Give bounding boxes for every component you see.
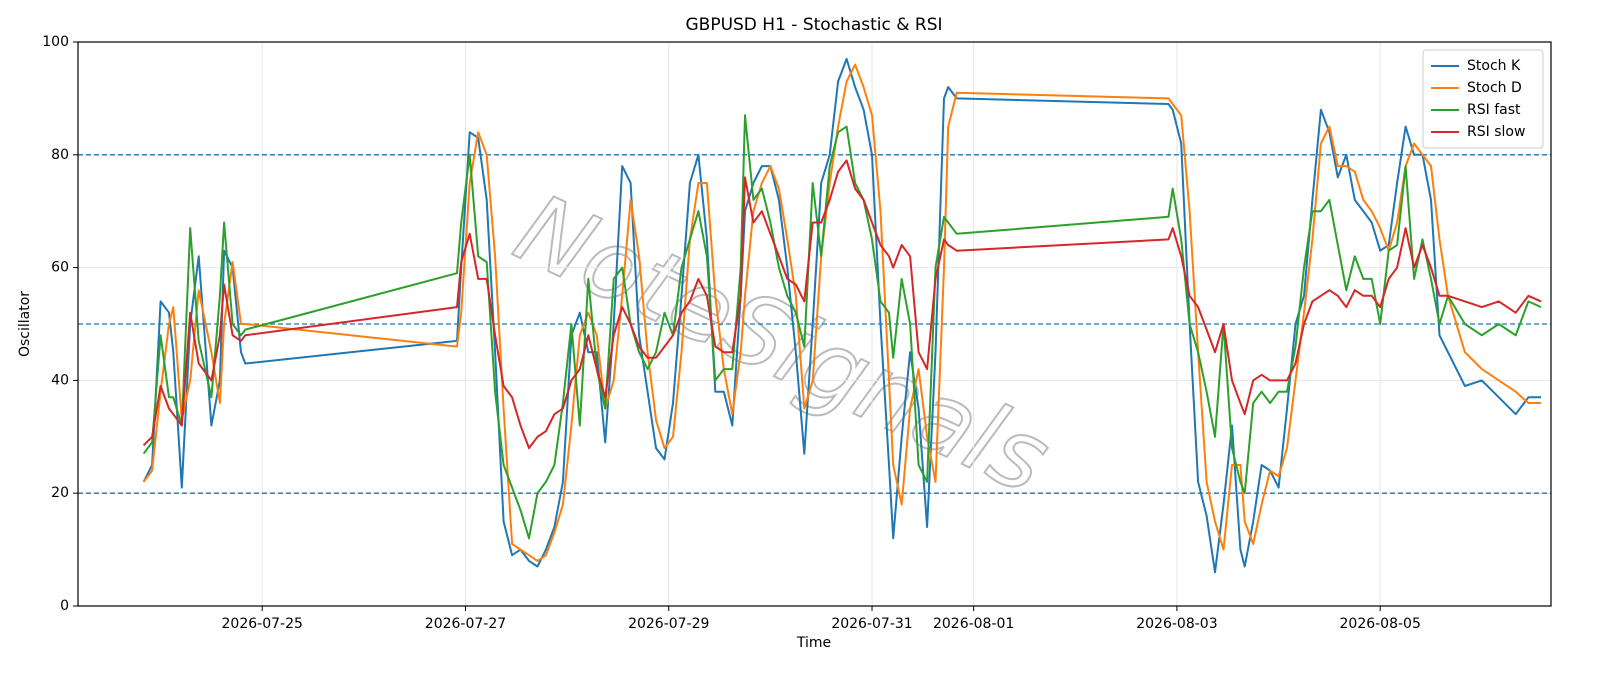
x-tick-label: 2026-08-05 — [1340, 616, 1421, 632]
legend-label: Stoch D — [1467, 80, 1522, 96]
y-tick-label: 60 — [51, 260, 69, 276]
legend-box — [1422, 49, 1544, 149]
legend-label: RSI slow — [1467, 124, 1525, 140]
chart-title: GBPUSD H1 - Stochastic & RSI — [685, 15, 942, 35]
series-line — [142, 159, 1542, 450]
y-tick-label: 0 — [60, 598, 69, 614]
series-line — [142, 114, 1542, 540]
x-tick-label: 2026-07-25 — [222, 616, 303, 632]
y-tick-label: 80 — [51, 147, 69, 163]
legend-label: RSI fast — [1467, 102, 1521, 118]
x-axis-label: Time — [796, 635, 831, 651]
plot-frame — [77, 41, 1552, 607]
legend-label: Stoch K — [1467, 58, 1521, 74]
x-tick-label: 2026-08-03 — [1136, 616, 1217, 632]
y-tick-label: 40 — [51, 372, 69, 388]
y-tick-label: 20 — [51, 485, 69, 501]
x-tick-label: 2026-07-27 — [425, 616, 506, 632]
x-tick-label: 2026-08-01 — [933, 616, 1014, 632]
y-tick-label: 100 — [42, 34, 69, 50]
x-tick-label: 2026-07-31 — [831, 616, 912, 632]
x-tick-label: 2026-07-29 — [628, 616, 709, 632]
y-axis-label: Oscillator — [17, 291, 33, 357]
